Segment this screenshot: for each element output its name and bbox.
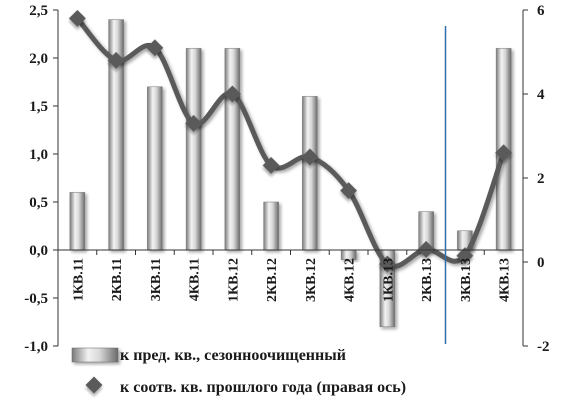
x-tick-label: 1КВ.12 [226,258,241,302]
axes: -1,0 -0,5 0,0 0,5 1,0 1,5 2,0 2,5 -2 0 2 4 6 1КВ.11 2К… [24,3,549,355]
y-right-tick-label: -2 [537,339,550,355]
line-point [456,247,474,265]
legend-bar-swatch [71,347,119,363]
x-tick-label: 4КВ.13 [498,258,513,302]
x-tick-label: 3КВ.12 [304,258,319,302]
line-point [378,255,396,273]
line-point [107,51,125,69]
y-left-tick-label: 0,5 [29,195,48,211]
x-tick-label: 4КВ.12 [343,258,358,302]
bar [147,86,163,251]
line-point [301,148,319,166]
y-left-tick-label: 2,0 [29,51,48,67]
line-point [262,156,280,174]
line-point [417,240,435,258]
y-right-tick-label: 4 [537,87,545,103]
x-tick-label: 2КВ.13 [420,258,435,302]
legend: к пред. кв., сезонноочищенный к соотв. к… [70,347,406,396]
bar [69,192,86,251]
bar [185,48,202,251]
y-left-tick-label: -0,5 [24,291,48,307]
legend-bar-label: к пред. кв., сезонноочищенный [120,347,346,364]
y-left-tick-label: 0,0 [29,243,48,259]
y-left-tick-label: 1,5 [29,99,48,115]
bar [224,48,241,251]
y-right-tick-label: 2 [537,171,545,187]
y-left-tick-label: -1,0 [24,339,48,355]
x-tick-label: 3КВ.13 [459,258,474,302]
line-series [68,9,513,273]
line-point [495,144,513,162]
x-tick-label: 1КВ.13 [381,258,396,302]
line-point [223,85,241,103]
x-tick-label: 2КВ.12 [265,258,280,302]
legend-line-marker [85,376,103,394]
line-series-path [75,16,506,269]
x-tick-label: 4КВ.11 [188,258,203,301]
x-tick-label: 2КВ.11 [110,258,125,301]
bar [302,96,318,251]
line-point [340,182,358,200]
y-right-tick-label: 0 [537,255,545,271]
legend-line-label: к соотв. кв. прошлого года (правая ось) [120,379,406,396]
y-right-tick-label: 6 [537,3,545,19]
x-tick-label: 3КВ.11 [149,258,164,301]
bar [263,201,279,251]
x-tick-label: 1КВ.11 [71,258,86,301]
y-left-tick-label: 2,5 [29,3,48,19]
line-point [68,9,86,27]
y-left-tick-label: 1,0 [29,147,48,163]
